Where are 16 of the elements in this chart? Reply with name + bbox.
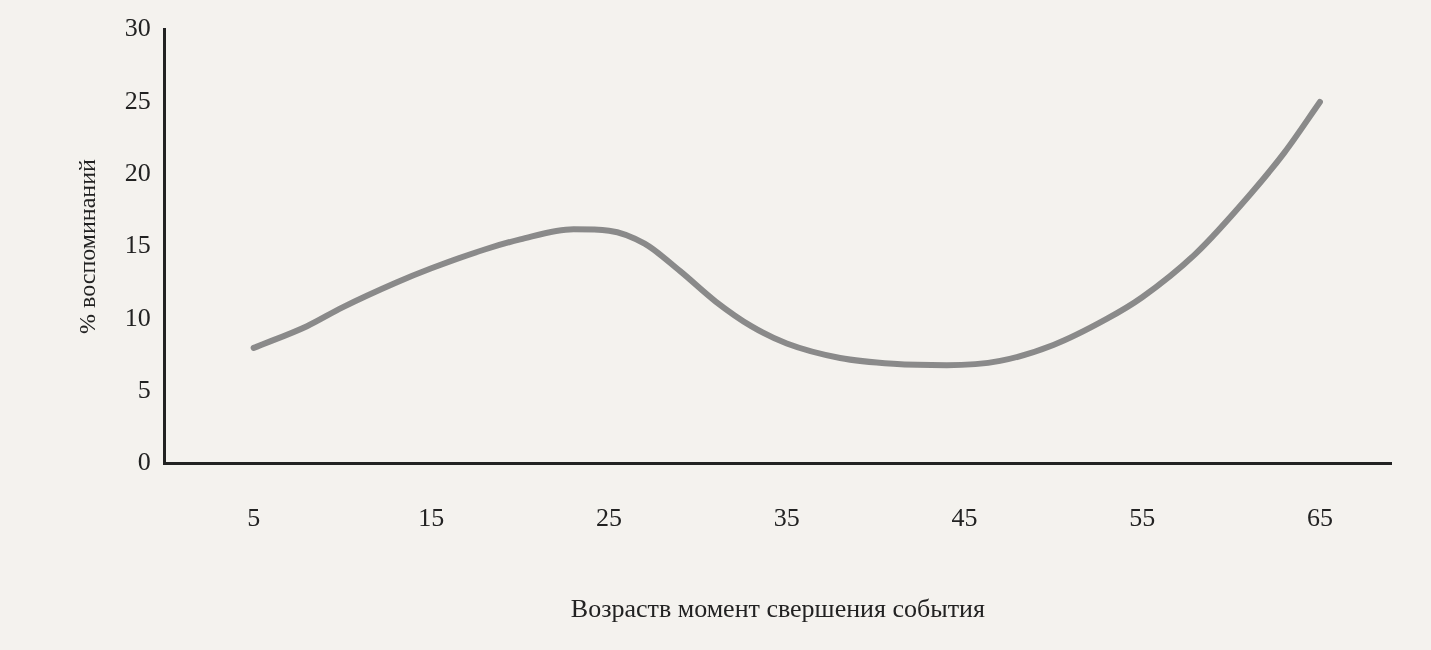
x-tick-label: 45 <box>951 503 978 533</box>
y-tick-label: 25 <box>124 85 151 115</box>
y-tick-label: 5 <box>137 375 151 405</box>
y-tick-label: 0 <box>137 447 151 477</box>
x-axis-title: Возраств момент свершения события <box>570 594 985 624</box>
x-tick-label: 5 <box>247 503 261 533</box>
y-tick-label: 20 <box>124 158 151 188</box>
y-tick-label: 10 <box>124 302 151 332</box>
x-tick-label: 25 <box>596 503 623 533</box>
y-tick-label: 15 <box>124 230 151 260</box>
x-tick-label: 65 <box>1306 503 1333 533</box>
x-tick-label: 55 <box>1129 503 1156 533</box>
x-tick-label: 15 <box>418 503 445 533</box>
y-tick-label: 30 <box>124 13 151 43</box>
y-axis-title: % воспоминаний <box>73 159 100 335</box>
x-tick-label: 35 <box>773 503 800 533</box>
